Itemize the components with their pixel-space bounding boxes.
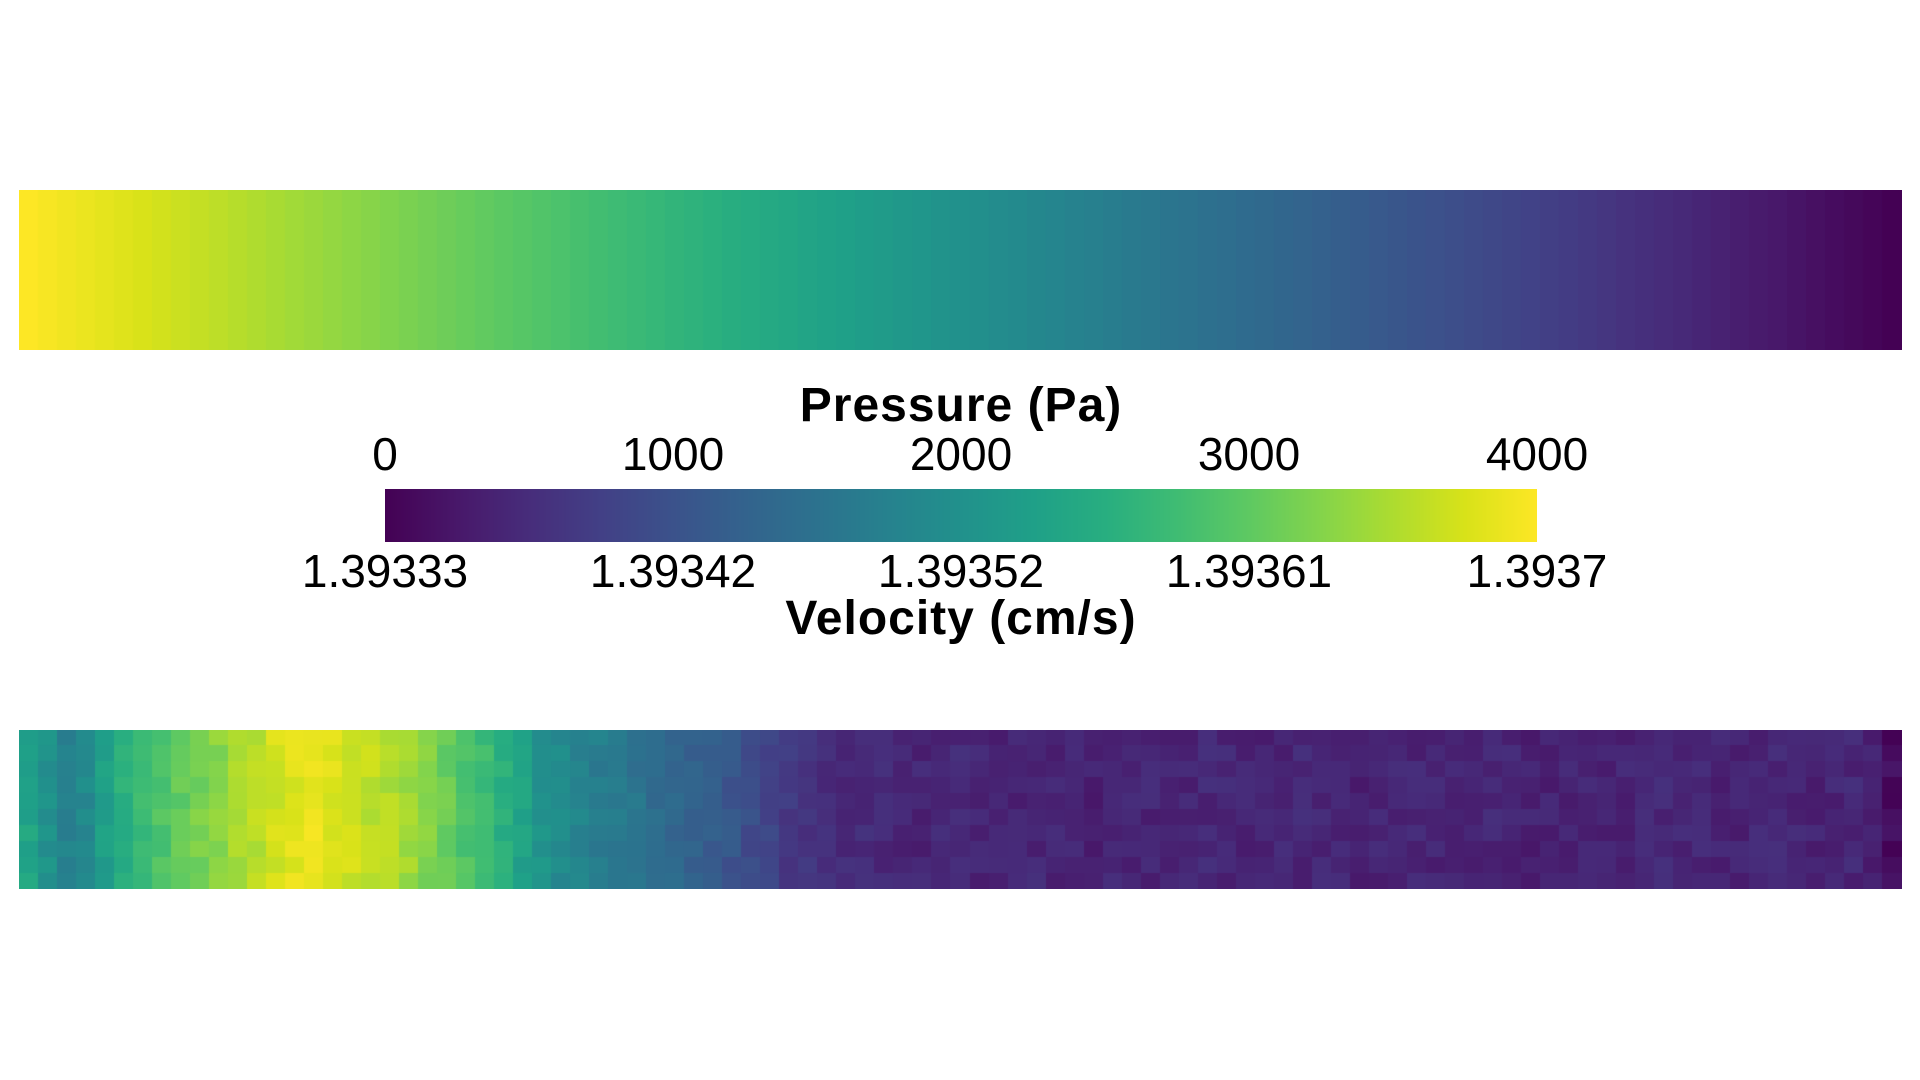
pressure-tick-4000: 4000 [1485,428,1589,480]
velocity-colorbar-title: Velocity (cm/s) [785,592,1137,645]
pressure-tick-3000: 3000 [1197,428,1301,480]
pressure-colorbar-title: Pressure (Pa) [799,379,1123,432]
velocity-tick-1: 1.39342 [589,545,757,597]
velocity-field-heatmap [19,730,1902,889]
velocity-tick-2: 1.39352 [877,545,1045,597]
pressure-tick-2000: 2000 [909,428,1013,480]
colorbar-gradient [385,489,1537,542]
pressure-tick-0: 0 [372,428,398,480]
pressure-field-heatmap [19,190,1902,350]
velocity-tick-3: 1.39361 [1165,545,1333,597]
velocity-tick-min: 1.39333 [301,545,469,597]
velocity-tick-max: 1.3937 [1466,545,1608,597]
pressure-tick-1000: 1000 [621,428,725,480]
